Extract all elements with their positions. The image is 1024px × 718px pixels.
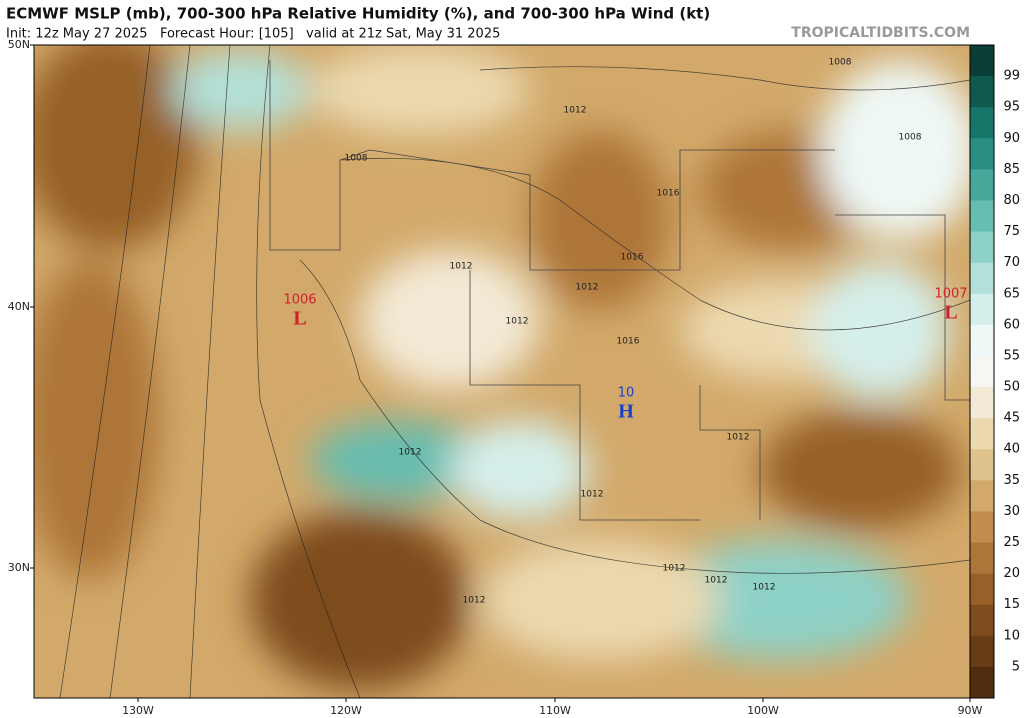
contour-label: 1012 [705,576,728,586]
lat-label: 50N [8,38,30,51]
pressure-symbol: L [293,308,306,330]
contour-label: 1012 [753,583,776,593]
colorbar-segment [970,262,994,295]
colorbar-label: 70 [1003,255,1020,270]
colorbar-label: 75 [1003,224,1020,239]
colorbar-segment [970,449,994,481]
colorbar-label: 85 [1003,162,1020,177]
colorbar-label: 50 [1003,380,1020,395]
colorbar-label: 40 [1003,442,1020,457]
colorbar-segment [970,635,994,668]
colorbar-segment [970,542,994,575]
pressure-value: 10 [618,386,635,401]
contour-label: 1016 [617,337,640,347]
colorbar-segment [970,604,994,637]
contour-label: 1012 [576,283,599,293]
contour-label: 1012 [463,596,486,606]
colorbar-segment [970,355,994,388]
contour-label: 1012 [663,564,686,574]
colorbar-segment [970,324,994,357]
lat-label: 40N [8,300,30,313]
colorbar-frame [969,44,995,699]
contour-label: 1012 [727,433,750,443]
colorbar-segment [970,418,994,450]
contour-label: 1008 [899,133,922,143]
colorbar-segment [970,138,994,170]
lon-label: 120W [330,704,362,717]
pressure-symbol: H [618,401,634,423]
map [34,45,970,698]
colorbar-label: 5 [1012,659,1020,674]
colorbar-label: 80 [1003,193,1020,208]
subtitle: Init: 12z May 27 2025 Forecast Hour: [10… [6,27,500,42]
lon-label: 90W [958,704,983,717]
colorbar-label: 99 [1003,69,1020,84]
colorbar-label: 35 [1003,473,1020,488]
colorbar-segment [970,511,994,544]
contour-label: 1008 [829,58,852,68]
lon-label: 100W [747,704,779,717]
contour-label: 1012 [581,490,604,500]
colorbar-segment [970,573,994,606]
lon-label: 110W [539,704,571,717]
lon-label: 130W [122,704,154,717]
colorbar-segment [970,480,994,512]
colorbar-label: 45 [1003,411,1020,426]
colorbar-label: 60 [1003,317,1020,332]
colorbar-segment [970,666,994,699]
colorbar-label: 10 [1003,628,1020,643]
pressure-value: 1006 [283,293,316,308]
pressure-symbol: L [944,302,957,324]
colorbar-segment [970,293,994,326]
colorbar-segment [970,76,994,108]
colorbar-segment [970,107,994,139]
pressure-value: 1007 [934,287,967,302]
colorbar-label: 30 [1003,504,1020,519]
contour-label: 1012 [506,317,529,327]
watermark: TROPICALTIDBITS.COM [791,25,970,41]
colorbar-label: 15 [1003,597,1020,612]
colorbar-label: 65 [1003,286,1020,301]
contour-label: 1012 [399,448,422,458]
contour-label: 1016 [621,253,644,263]
contour-label: 1016 [657,189,680,199]
colorbar-label: 95 [1003,100,1020,115]
lat-label: 30N [8,561,30,574]
colorbar-segment [970,231,994,264]
colorbar-segment [970,45,994,77]
colorbar-segment [970,169,994,201]
colorbar-label: 20 [1003,566,1020,581]
colorbar-label: 90 [1003,131,1020,146]
title: ECMWF MSLP (mb), 700-300 hPa Relative Hu… [6,5,710,23]
colorbar-label: 25 [1003,535,1020,550]
colorbar-label: 55 [1003,348,1020,363]
contour-label: 1012 [564,106,587,116]
colorbar-segment [970,200,994,233]
contour-label: 1008 [345,154,368,164]
contour-label: 1012 [450,262,473,272]
colorbar-segment [970,387,994,419]
